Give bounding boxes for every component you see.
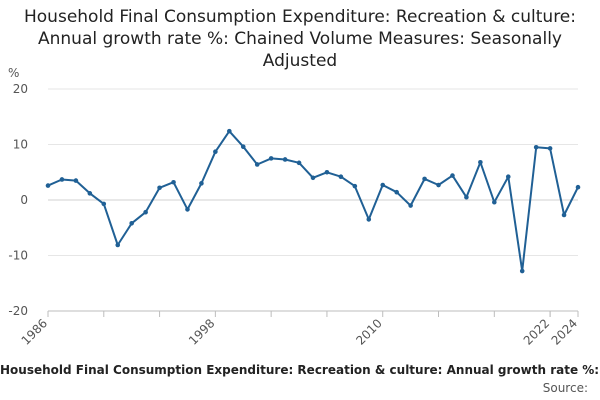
data-point-2015: [450, 173, 455, 178]
data-point-1991: [115, 242, 121, 248]
data-point-2010: [380, 182, 386, 188]
y-tick-label: 0: [20, 193, 28, 207]
data-point-2016: [464, 194, 469, 200]
data-point-1986: [45, 183, 51, 188]
y-axis-ticks: 20 10 0 -10 -20: [8, 82, 28, 318]
data-point-1988: [73, 178, 79, 183]
data-point-2021: [533, 144, 539, 150]
data-point-2019: [505, 174, 511, 179]
series-line-path: [47, 130, 579, 272]
data-point-2005: [310, 175, 316, 181]
data-point-2013: [422, 176, 427, 182]
data-point-2007: [338, 174, 344, 179]
data-point-2000: [240, 144, 246, 150]
data-point-1996: [185, 207, 190, 212]
chart-title: Household Final Consumption Expenditure:…: [24, 7, 576, 71]
y-tick-label: -10: [8, 249, 28, 263]
series-line: [47, 130, 579, 272]
data-point-1998: [213, 149, 218, 155]
x-tick-label: 2024: [549, 316, 580, 347]
x-tick-label: 2010: [353, 316, 384, 347]
data-point-2018: [492, 199, 497, 205]
data-point-1997: [199, 181, 204, 186]
data-point-2006: [324, 169, 330, 175]
data-point-1993: [143, 209, 148, 215]
data-point-2022: [547, 146, 553, 151]
data-point-1999: [227, 128, 232, 134]
data-point-1994: [157, 185, 162, 191]
data-point-1992: [129, 221, 134, 226]
y-tick-label: -20: [8, 304, 28, 318]
data-point-2004: [296, 160, 302, 166]
data-point-2020: [519, 268, 525, 274]
data-point-1987: [59, 177, 65, 182]
data-point-2001: [254, 162, 260, 167]
data-point-2002: [268, 156, 274, 161]
x-tick-label: 1986: [19, 316, 50, 347]
source-label: Source:: [542, 381, 588, 395]
data-point-2012: [408, 203, 413, 208]
data-point-2014: [436, 182, 441, 188]
series-name-footer: Household Final Consumption Expenditure:…: [0, 363, 600, 377]
grid-lines: [48, 88, 578, 312]
data-point-2009: [366, 217, 372, 222]
data-point-2011: [394, 189, 399, 195]
y-axis-label: %: [8, 66, 19, 80]
data-point-2003: [282, 157, 288, 162]
y-tick-label: 10: [13, 138, 28, 152]
data-point-2023: [561, 212, 567, 218]
data-point-2024: [575, 184, 581, 190]
x-tick-label: 2022: [521, 316, 552, 347]
data-point-1990: [101, 201, 107, 207]
y-tick-label: 20: [13, 82, 28, 96]
data-point-2017: [478, 159, 483, 165]
series-points: [45, 128, 581, 274]
data-point-1995: [171, 179, 176, 185]
x-tick-label: 1998: [186, 316, 217, 347]
data-point-1989: [87, 191, 93, 196]
data-point-2008: [352, 183, 358, 189]
